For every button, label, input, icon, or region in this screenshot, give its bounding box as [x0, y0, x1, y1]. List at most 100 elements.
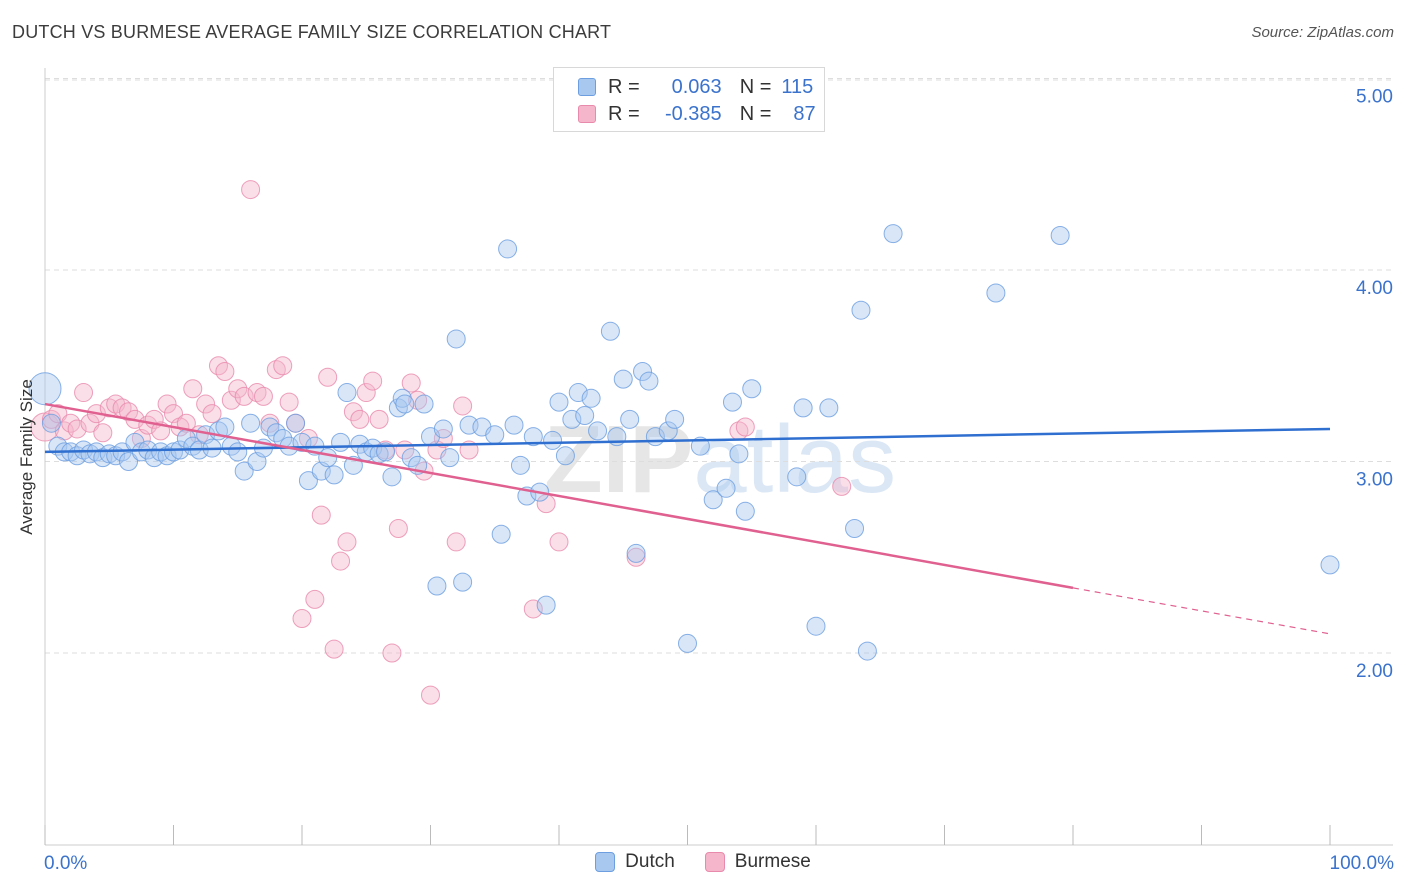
burmese-point	[253, 386, 273, 406]
burmese-point	[324, 639, 344, 659]
dutch-point	[318, 448, 338, 468]
legend-item-burmese: Burmese	[704, 851, 811, 873]
burmese-point	[311, 505, 331, 525]
legend-row-burmese: R = -0.385 N = 87	[578, 101, 816, 127]
dutch-point	[510, 455, 530, 475]
dutch-n-value: 115	[781, 75, 814, 98]
dutch-n-label: N =	[739, 75, 772, 98]
dutch-point	[678, 633, 697, 653]
burmese-point	[292, 609, 312, 629]
dutch-point	[491, 524, 511, 544]
dutch-point	[241, 413, 261, 433]
legend-dutch-swatch	[595, 852, 616, 872]
dutch-point	[620, 409, 640, 429]
dutch-point	[401, 448, 421, 468]
legend-item-dutch: Dutch	[595, 851, 675, 873]
trend-lines	[44, 402, 1331, 635]
burmese-point	[93, 423, 113, 443]
dutch-point	[234, 461, 254, 481]
burmese-trend-extension	[1072, 587, 1331, 635]
burmese-point	[388, 519, 408, 539]
y-axis-label: Average Family Size	[17, 379, 36, 535]
dutch-point	[376, 442, 396, 462]
legend-burmese-swatch	[704, 852, 725, 872]
dutch-point	[742, 379, 762, 399]
burmese-point	[234, 386, 254, 406]
burmese-point	[305, 589, 325, 609]
dutch-point	[690, 436, 710, 456]
dutch-point	[639, 371, 659, 391]
dutch-point	[729, 444, 749, 464]
watermark-zip: ZIP	[544, 406, 693, 513]
x-tick-label-max: 100.0%	[1329, 853, 1394, 874]
dutch-point	[851, 300, 871, 320]
burmese-point	[221, 390, 241, 410]
dutch-point	[555, 446, 575, 466]
dutch-point	[80, 444, 100, 464]
dutch-point	[626, 543, 646, 563]
watermark-atlas: atlas	[693, 406, 896, 513]
dutch-point	[119, 452, 139, 471]
y-tick-label: 4.00	[1356, 278, 1393, 299]
dutch-point	[440, 448, 460, 468]
burmese-point	[119, 402, 139, 422]
dutch-point	[613, 369, 633, 389]
dutch-point	[857, 641, 877, 661]
dutch-point	[337, 383, 357, 403]
burmese-point	[273, 356, 293, 376]
dutch-r-label: R =	[608, 75, 640, 98]
dutch-point	[568, 383, 588, 403]
dutch-point	[395, 394, 415, 414]
burmese-point	[228, 379, 248, 399]
x-tick-label-min: 0.0%	[44, 853, 88, 874]
burmese-point	[343, 402, 363, 422]
y-tick-label: 3.00	[1356, 470, 1393, 491]
dutch-swatch	[578, 78, 596, 96]
burmese-point	[48, 404, 68, 424]
burmese-point	[421, 685, 440, 705]
burmese-point	[453, 396, 473, 416]
burmese-point	[183, 379, 203, 399]
burmese-point	[382, 643, 402, 663]
dutch-trend-line	[44, 427, 1331, 454]
y-tick-label: 2.00	[1356, 661, 1393, 682]
burmese-point	[67, 419, 87, 439]
dutch-point	[806, 616, 826, 636]
gridlines: 2.00 3.00 4.00 5.00	[45, 78, 1393, 682]
dutch-r-value: 0.063	[671, 75, 722, 98]
burmese-point	[401, 373, 421, 393]
burmese-point	[241, 180, 261, 200]
dutch-point	[845, 519, 865, 539]
burmese-r-label: R =	[608, 102, 640, 125]
dutch-point	[498, 239, 518, 259]
burmese-swatch	[578, 105, 596, 123]
burmese-point	[331, 551, 351, 571]
dutch-point	[588, 421, 608, 441]
dutch-point	[543, 430, 563, 450]
dutch-point	[382, 467, 402, 487]
legend-burmese-label: Burmese	[734, 851, 811, 872]
dutch-point	[286, 413, 306, 433]
dutch-point	[215, 417, 235, 437]
burmese-point	[196, 394, 216, 414]
dutch-point	[485, 425, 505, 445]
dutch-point	[523, 427, 543, 447]
burmese-point	[549, 532, 569, 552]
burmese-point	[832, 476, 852, 496]
burmese-point	[202, 404, 222, 424]
dutch-point	[331, 432, 351, 452]
watermark: ZIPatlas	[544, 406, 896, 513]
burmese-point	[279, 392, 299, 412]
y-tick-label: 5.00	[1356, 87, 1393, 108]
dutch-point	[433, 419, 453, 439]
dutch-point	[787, 467, 807, 487]
dutch-point	[600, 321, 620, 341]
dutch-point	[562, 409, 582, 429]
dutch-point	[722, 392, 742, 412]
dutch-point	[1050, 226, 1070, 246]
dutch-point	[793, 398, 813, 418]
burmese-point	[337, 532, 357, 552]
burmese-point	[80, 413, 100, 433]
burmese-point	[350, 409, 370, 429]
